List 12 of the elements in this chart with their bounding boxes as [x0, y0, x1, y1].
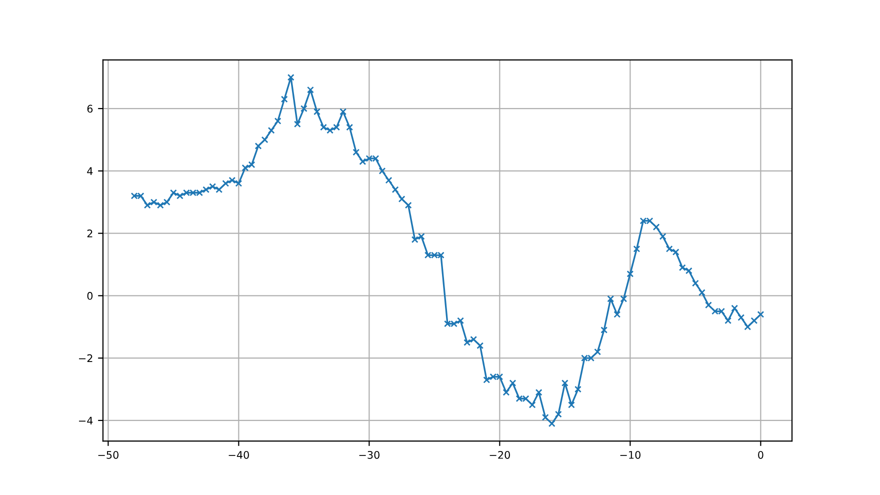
y-tick-label: 6 [87, 104, 93, 113]
x-tick-label: 0 [758, 450, 764, 459]
y-tick-label: −2 [78, 354, 92, 362]
y-tick-label: 2 [87, 230, 92, 238]
x-tick-label: −50 [98, 450, 118, 459]
x-tick-label: −20 [490, 450, 510, 459]
x-tick-label: −40 [228, 450, 249, 459]
x-tick-label: −30 [359, 450, 380, 459]
y-tick-label: −4 [78, 416, 93, 424]
x-tick-label: −10 [620, 450, 640, 459]
y-tick-label: 4 [87, 167, 93, 175]
y-tick-label: 0 [87, 292, 93, 300]
